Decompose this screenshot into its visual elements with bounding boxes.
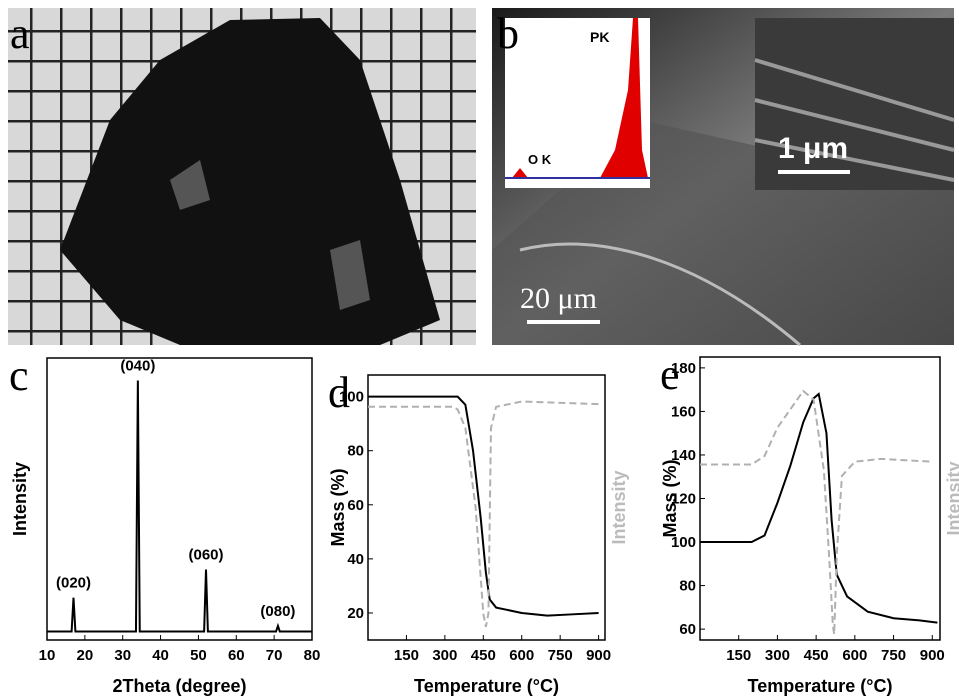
x-tick-label: 450 bbox=[804, 647, 829, 664]
x-tick-label: 750 bbox=[881, 647, 906, 664]
data-line bbox=[47, 381, 312, 632]
x-tick-label: 70 bbox=[266, 647, 283, 664]
peak-label: (020) bbox=[56, 575, 91, 592]
eds-label: PK bbox=[590, 29, 609, 45]
y-tick-label: 80 bbox=[347, 443, 364, 460]
y-tick-label: 180 bbox=[671, 360, 696, 377]
x-tick-label: 50 bbox=[190, 647, 207, 664]
y-tick-label: 60 bbox=[679, 621, 696, 638]
y2-axis-label: Intensity bbox=[944, 461, 959, 535]
x-tick-label: 20 bbox=[77, 647, 94, 664]
x-tick-label: 150 bbox=[726, 647, 751, 664]
x-tick-label: 300 bbox=[432, 647, 457, 664]
plot-frame bbox=[47, 358, 312, 640]
x-tick-label: 450 bbox=[471, 647, 496, 664]
x-tick-label: 40 bbox=[152, 647, 169, 664]
x-tick-label: 900 bbox=[586, 647, 611, 664]
x-tick-label: 30 bbox=[114, 647, 131, 664]
y-tick-label: 40 bbox=[347, 551, 364, 568]
panel-label: a bbox=[10, 9, 30, 58]
sem-panel: b PK O K 1 μm 20 μm bbox=[492, 8, 954, 345]
x-axis-label: Temperature (°C) bbox=[748, 676, 893, 696]
scale-label: 20 μm bbox=[520, 282, 597, 315]
eds-label: O K bbox=[528, 152, 552, 167]
x-tick-label: 150 bbox=[394, 647, 419, 664]
x-tick-label: 80 bbox=[304, 647, 321, 664]
y2-axis-label: Intensity bbox=[609, 470, 629, 544]
figure: a b PK O K 1 μm 20 μm c 10 20 30 40 50 60 70 80 2… bbox=[0, 0, 959, 699]
x-axis-label: 2Theta (degree) bbox=[112, 676, 246, 696]
y-axis-label: Mass (%) bbox=[660, 459, 680, 537]
y-tick-label: 20 bbox=[347, 605, 364, 622]
y-tick-label: 100 bbox=[339, 389, 364, 406]
data-line bbox=[368, 402, 599, 627]
panel-label: b bbox=[497, 9, 519, 58]
x-tick-label: 900 bbox=[920, 647, 945, 664]
x-tick-label: 300 bbox=[765, 647, 790, 664]
plot-frame bbox=[368, 375, 605, 640]
x-tick-label: 600 bbox=[509, 647, 534, 664]
x-axis-label: Temperature (°C) bbox=[414, 676, 559, 696]
x-tick-label: 10 bbox=[39, 647, 56, 664]
y-axis-label: Mass (%) bbox=[328, 468, 348, 546]
scale-label: 1 μm bbox=[778, 132, 848, 165]
x-tick-label: 60 bbox=[228, 647, 245, 664]
x-tick-label: 750 bbox=[548, 647, 573, 664]
data-line bbox=[700, 391, 932, 634]
y-axis-label: Intensity bbox=[10, 462, 30, 536]
y-tick-label: 60 bbox=[347, 497, 364, 514]
peak-label: (080) bbox=[260, 603, 295, 620]
peak-label: (040) bbox=[120, 358, 155, 375]
peak-label: (060) bbox=[188, 547, 223, 564]
panel-label: c bbox=[9, 351, 29, 400]
data-line bbox=[368, 397, 599, 616]
y-tick-label: 80 bbox=[679, 578, 696, 595]
x-tick-label: 600 bbox=[842, 647, 867, 664]
y-tick-label: 160 bbox=[671, 403, 696, 420]
data-line bbox=[700, 394, 937, 623]
photo-panel: a bbox=[8, 8, 476, 345]
